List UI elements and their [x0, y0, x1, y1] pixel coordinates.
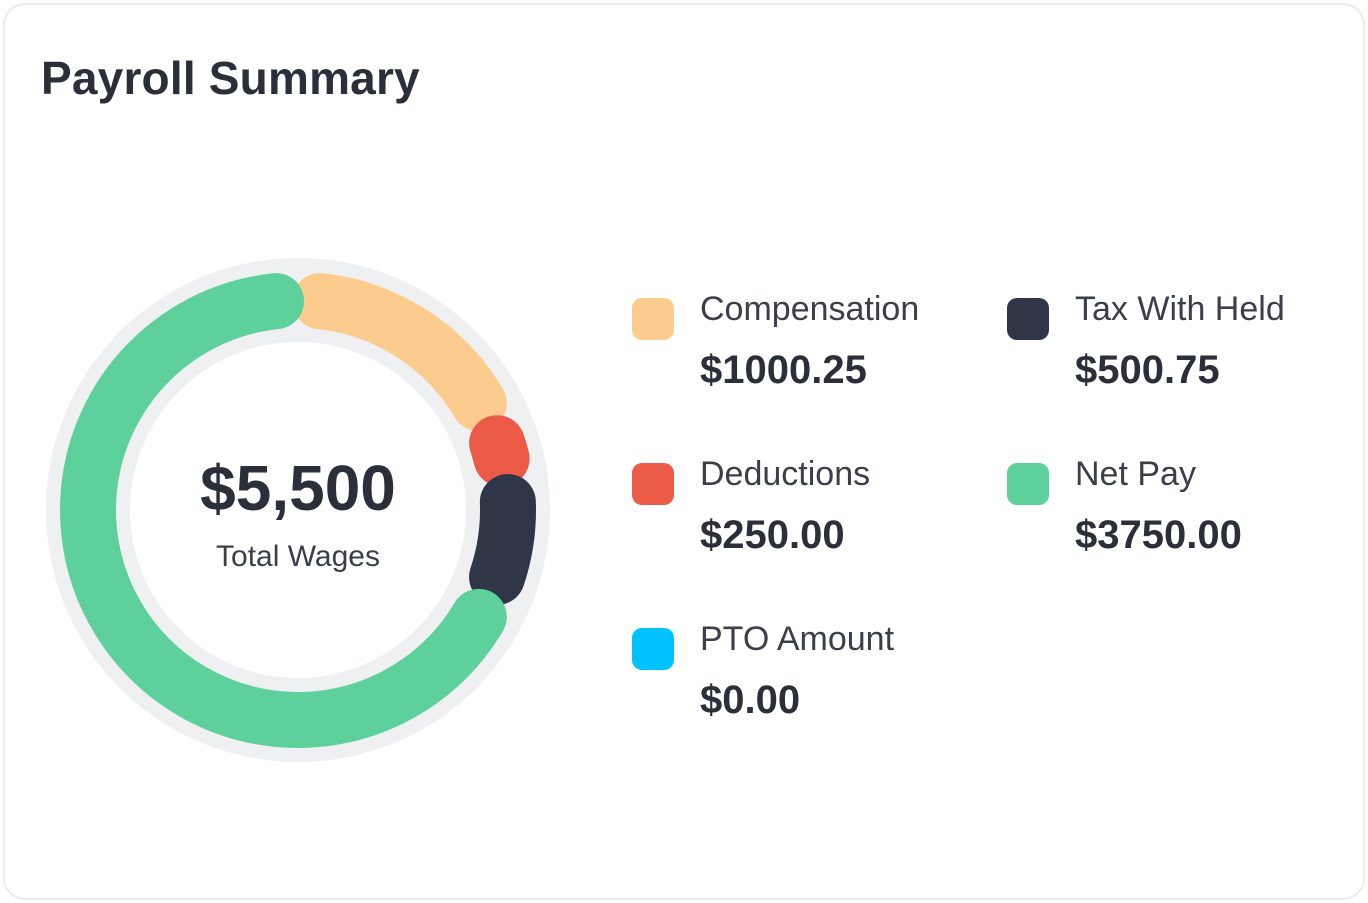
- donut-segment-deductions: [469, 415, 530, 487]
- legend-value-deductions: $250.00: [700, 513, 845, 557]
- total-wages-label: Total Wages: [216, 540, 380, 573]
- legend-value-tax-with-held: $500.75: [1075, 348, 1220, 392]
- donut-segment-net-pay: [60, 273, 507, 748]
- donut-segment-tax-with-held: [469, 474, 536, 605]
- donut-segment-compensation: [291, 273, 507, 432]
- legend-item-deductions: Deductions $250.00: [632, 455, 962, 583]
- legend-label-compensation: Compensation: [700, 290, 920, 328]
- legend-swatch-compensation: [632, 298, 674, 340]
- legend-label-deductions: Deductions: [700, 455, 871, 493]
- legend-value-compensation: $1000.25: [700, 348, 867, 392]
- legend-item-pto-amount: PTO Amount $0.00: [632, 620, 962, 748]
- card-title: Payroll Summary: [41, 52, 420, 104]
- legend-item-tax-with-held: Tax With Held $500.75: [1007, 290, 1337, 418]
- legend-label-net-pay: Net Pay: [1075, 455, 1196, 493]
- legend-item-compensation: Compensation $1000.25: [632, 290, 962, 418]
- legend-swatch-net-pay: [1007, 463, 1049, 505]
- legend-value-net-pay: $3750.00: [1075, 513, 1242, 557]
- legend-swatch-pto-amount: [632, 628, 674, 670]
- payroll-donut-chart: [46, 258, 550, 762]
- total-wages-value: $5,500: [200, 452, 396, 524]
- donut-segments: [60, 273, 536, 748]
- legend-swatch-deductions: [632, 463, 674, 505]
- payroll-summary-card: Payroll Summary $5,500 Total Wages Compe…: [3, 3, 1365, 900]
- legend-item-net-pay: Net Pay $3750.00: [1007, 455, 1337, 583]
- legend-label-pto-amount: PTO Amount: [700, 620, 895, 658]
- legend-swatch-tax-with-held: [1007, 298, 1049, 340]
- legend-label-tax-with-held: Tax With Held: [1075, 290, 1285, 328]
- legend-value-pto-amount: $0.00: [700, 678, 801, 722]
